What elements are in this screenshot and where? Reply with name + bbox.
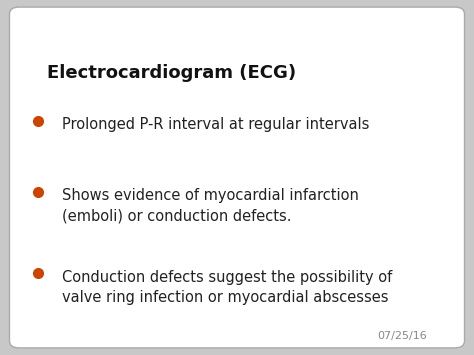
Text: Conduction defects suggest the possibility of
valve ring infection or myocardial: Conduction defects suggest the possibili… <box>62 270 392 305</box>
Text: Electrocardiogram (ECG): Electrocardiogram (ECG) <box>47 64 297 82</box>
Text: 07/25/16: 07/25/16 <box>377 331 427 341</box>
Text: Prolonged P-R interval at regular intervals: Prolonged P-R interval at regular interv… <box>62 117 369 132</box>
Text: Shows evidence of myocardial infarction
(emboli) or conduction defects.: Shows evidence of myocardial infarction … <box>62 188 358 224</box>
